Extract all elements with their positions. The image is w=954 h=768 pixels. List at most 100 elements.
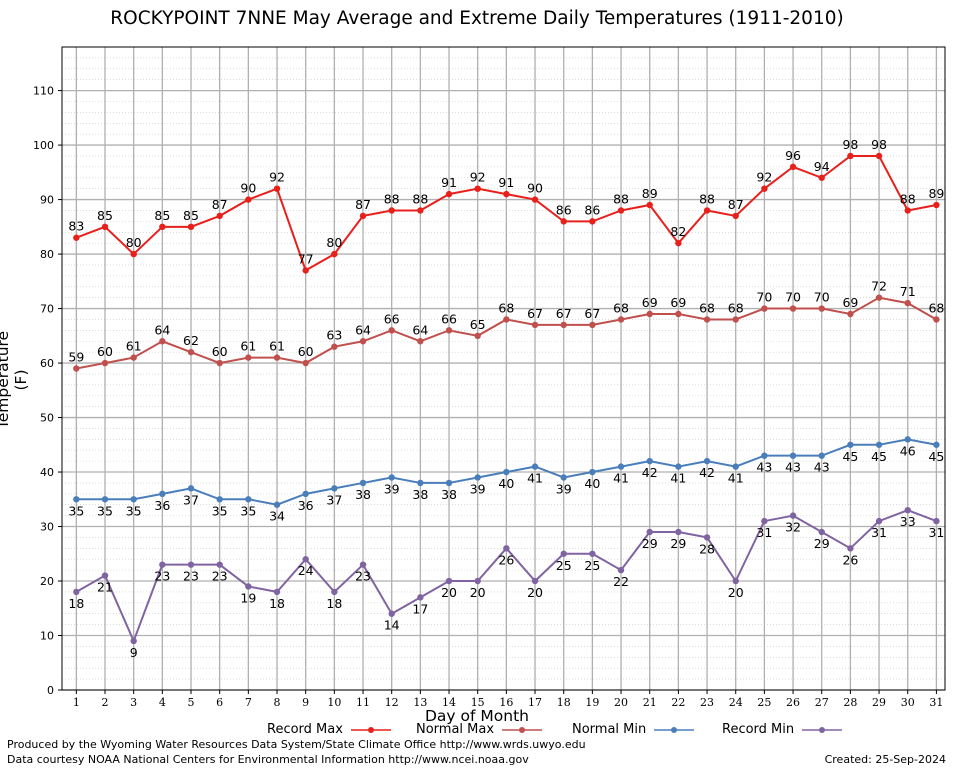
footer-created-date: Created: 25-Sep-2024 <box>824 753 946 766</box>
data-point-record-min <box>875 517 883 525</box>
data-label-normal-min: 37 <box>326 492 342 507</box>
data-point-normal-max <box>159 338 166 345</box>
data-point-record-max <box>818 174 825 181</box>
data-label-normal-min: 45 <box>928 449 944 464</box>
data-point-normal-min <box>675 463 682 470</box>
data-point-normal-max <box>331 343 338 350</box>
data-point-normal-min <box>531 463 539 470</box>
data-label-normal-max: 68 <box>728 300 744 315</box>
data-point-normal-min <box>818 452 825 459</box>
data-point-record-min <box>789 512 797 519</box>
data-label-normal-max: 61 <box>240 339 256 354</box>
data-point-record-max <box>675 239 682 247</box>
plot-frame <box>61 46 946 691</box>
data-point-record-max <box>417 207 424 214</box>
data-label-normal-max: 62 <box>183 333 199 348</box>
data-label-record-min: 29 <box>814 536 830 551</box>
x-tick-label: 8 <box>274 696 281 709</box>
data-point-normal-min <box>101 496 109 503</box>
data-point-normal-max <box>933 316 940 323</box>
chart-title: ROCKYPOINT 7NNE May Average and Extreme … <box>110 8 844 29</box>
data-label-record-max: 98 <box>871 137 887 152</box>
data-point-record-min <box>445 577 453 585</box>
data-label-normal-max: 67 <box>584 306 600 321</box>
x-tick-label: 19 <box>585 696 599 709</box>
footer-produced-by: Produced by the Wyoming Water Resources … <box>7 738 586 751</box>
legend-item-record-min: Record Min <box>722 722 843 737</box>
data-point-record-min <box>302 556 309 563</box>
data-point-normal-min <box>875 441 883 448</box>
data-point-normal-max <box>646 310 653 318</box>
data-label-normal-max: 68 <box>498 300 514 315</box>
legend-item-normal-max: Normal Max <box>416 722 543 737</box>
data-label-record-max: 85 <box>97 208 113 223</box>
data-point-record-min <box>417 594 424 601</box>
data-point-record-min <box>503 545 510 552</box>
data-label-record-max: 88 <box>613 191 629 206</box>
x-tick-label: 12 <box>385 696 399 709</box>
data-label-record-min: 20 <box>470 585 486 600</box>
data-label-normal-min: 45 <box>842 449 858 464</box>
data-label-record-max: 96 <box>785 148 801 163</box>
x-tick-label: 9 <box>302 696 309 709</box>
x-tick-label: 25 <box>757 696 771 709</box>
data-label-record-max: 89 <box>642 186 658 201</box>
legend-label-record-min: Record Min <box>722 722 795 737</box>
x-tick-label: 31 <box>929 696 943 709</box>
data-point-record-min <box>359 561 367 568</box>
data-label-record-min: 22 <box>613 574 629 589</box>
data-label-record-max: 83 <box>68 219 84 234</box>
data-label-record-min: 23 <box>212 569 228 584</box>
data-label-layer: 83 85 80 85 85 87 90 92 77 80 87 88 88 91 92 91 90 86 86 88… <box>68 137 944 660</box>
data-point-normal-max <box>875 294 883 301</box>
data-label-normal-min: 37 <box>183 492 199 507</box>
data-point-normal-min <box>560 474 567 481</box>
data-label-record-max: 87 <box>212 197 228 212</box>
data-label-record-min: 24 <box>298 563 314 578</box>
data-label-normal-max: 59 <box>68 350 84 365</box>
data-point-record-max <box>904 207 911 214</box>
data-label-normal-max: 70 <box>756 290 772 305</box>
data-label-record-min: 25 <box>584 558 600 573</box>
data-point-normal-max <box>617 316 625 323</box>
data-point-record-max <box>503 190 510 198</box>
data-point-normal-min <box>73 496 80 503</box>
x-tick-label: 27 <box>815 696 829 709</box>
data-label-normal-min: 35 <box>126 503 142 518</box>
data-point-record-min <box>245 583 252 590</box>
data-label-normal-max: 69 <box>670 295 686 310</box>
data-label-record-min: 32 <box>785 520 801 535</box>
data-label-record-min: 18 <box>269 596 285 611</box>
data-point-normal-min <box>216 496 223 503</box>
data-label-normal-min: 35 <box>240 503 256 518</box>
data-point-record-max <box>445 190 453 198</box>
data-point-normal-max <box>302 359 309 367</box>
data-label-normal-min: 43 <box>785 460 801 475</box>
data-point-record-max <box>933 201 940 209</box>
series-layer <box>73 152 940 645</box>
data-label-normal-min: 36 <box>154 498 170 513</box>
data-label-normal-min: 41 <box>728 471 744 486</box>
data-point-normal-min <box>646 457 653 465</box>
data-point-record-min <box>331 588 338 596</box>
x-tick-label: 5 <box>188 696 195 709</box>
data-point-record-max <box>273 185 281 192</box>
data-label-normal-max: 64 <box>154 322 170 337</box>
data-label-record-max: 87 <box>728 197 744 212</box>
data-label-normal-min: 39 <box>470 481 486 496</box>
x-tick-label: 30 <box>901 696 915 709</box>
data-label-normal-min: 36 <box>298 498 314 513</box>
data-point-record-max <box>101 223 109 231</box>
data-label-normal-max: 60 <box>298 344 314 359</box>
legend-label-record-max: Record Max <box>267 722 343 737</box>
data-label-record-min: 14 <box>384 618 400 633</box>
x-tick-label: 7 <box>245 696 252 709</box>
data-point-normal-min <box>130 496 137 503</box>
data-label-normal-min: 41 <box>670 471 686 486</box>
x-tick-label: 18 <box>557 696 571 709</box>
data-point-record-max <box>646 201 653 209</box>
x-tick-label: 13 <box>413 696 427 709</box>
data-label-normal-max: 71 <box>900 284 916 299</box>
data-label-record-max: 86 <box>556 202 572 217</box>
data-point-normal-min <box>933 441 940 448</box>
